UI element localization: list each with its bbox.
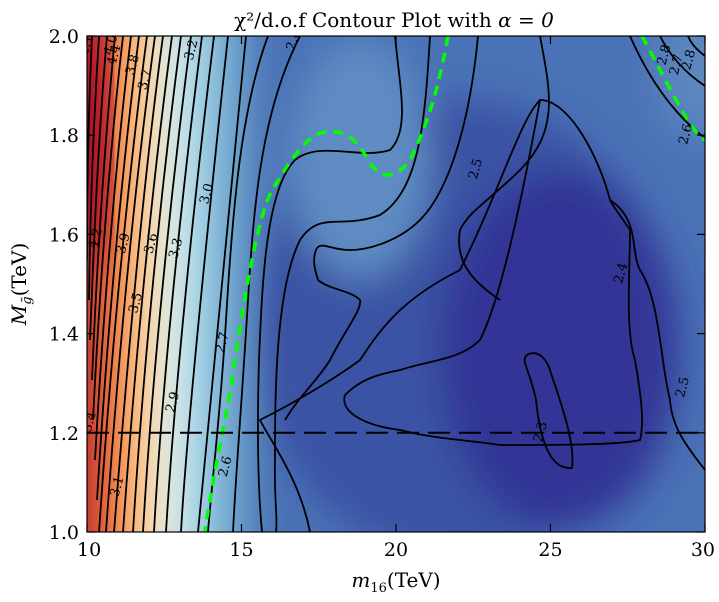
contour-line xyxy=(207,36,269,532)
contour-line xyxy=(105,36,156,532)
contour-line xyxy=(96,36,140,501)
contour-line-2-4 xyxy=(344,99,541,396)
contour-line xyxy=(197,36,247,532)
contour-label: 3.5 xyxy=(126,291,146,315)
contour-label: 2.3 xyxy=(531,420,551,444)
contour-line xyxy=(153,36,203,532)
heatmap-band-7 xyxy=(207,36,247,532)
contour-label: 2.5 xyxy=(466,157,486,181)
x-tick-label: 20 xyxy=(384,539,408,561)
contour-lines-middle xyxy=(232,36,550,532)
y-tick-label: 2.0 xyxy=(49,26,79,48)
y-tick-label: 1.4 xyxy=(49,324,79,346)
x-tick-label: 25 xyxy=(538,539,562,561)
chart-title-text: χ²/d.o.f Contour Plot with xyxy=(234,8,498,32)
contour-label: 2.8 xyxy=(284,28,304,52)
contour-line xyxy=(122,36,173,532)
contour-lines-low xyxy=(258,99,705,532)
chart-title-math: α = 0 xyxy=(498,8,554,32)
contour-label: 2.6 xyxy=(216,455,236,479)
heatmap-low-region-2 xyxy=(440,170,680,530)
contour-label: 3.8 xyxy=(123,53,143,77)
contour-line xyxy=(165,36,215,532)
contour-label: 3.6 xyxy=(142,231,162,255)
contour-label: 2.6 xyxy=(676,122,696,146)
contour-line xyxy=(88,36,100,301)
contour-label: 3.9 xyxy=(114,231,134,255)
heatmap-band-3 xyxy=(123,36,143,532)
contour-label: 3.3 xyxy=(166,236,186,260)
x-axis-label-unit: (TeV) xyxy=(387,568,441,592)
contour-line xyxy=(180,36,229,532)
contour-label: 2.7 xyxy=(213,331,233,355)
contour-line xyxy=(659,36,705,87)
contour-label: 2.5 xyxy=(673,375,693,399)
contour-line-2-3 xyxy=(523,352,574,469)
contour-label: 3.0 xyxy=(197,182,217,206)
y-tick-label: 1.0 xyxy=(49,522,79,544)
highlight-contour-corner xyxy=(640,36,705,142)
contour-line-2-5 xyxy=(258,99,705,532)
contour-line-2-4-lower xyxy=(343,199,643,446)
x-tick-label: 10 xyxy=(77,539,101,561)
heatmap-corner-region xyxy=(655,36,705,140)
y-axis-label-unit: (TeV) xyxy=(7,243,31,297)
contour-line xyxy=(98,36,148,532)
contour-label: 2.4 xyxy=(611,261,631,285)
contour-lines-left xyxy=(87,36,269,532)
contour-label: 3.2 xyxy=(182,38,202,62)
contour-line xyxy=(284,36,479,421)
y-tick-label: 1.6 xyxy=(49,224,79,246)
contour-line xyxy=(132,36,182,532)
highlight-contour xyxy=(203,36,450,532)
y-tick-label: 1.2 xyxy=(49,423,79,445)
contour-line xyxy=(273,36,431,532)
x-axis-label: m16(TeV) xyxy=(351,568,440,596)
x-tick-label: 30 xyxy=(691,539,715,561)
contour-label: 2.9 xyxy=(163,390,183,414)
plot-area: 4.1 4.04.43.83.7 3.2 2.8 4.2 3.9 3.6 3.3 3.0 3.5 2… xyxy=(77,28,705,532)
y-tick-label: 1.8 xyxy=(49,125,79,147)
contour-label: 4.4 xyxy=(105,43,125,67)
contour-line xyxy=(113,36,164,532)
chart-title: χ²/d.o.f Contour Plot with α = 0 xyxy=(234,8,554,32)
contour-line xyxy=(458,36,550,301)
contour-line xyxy=(232,36,301,532)
contour-line xyxy=(92,36,124,421)
contour-line xyxy=(94,36,132,461)
contour-label: 4.1 xyxy=(77,33,97,57)
contour-label: 4.0 xyxy=(102,33,122,57)
contour-label: 2.8 xyxy=(655,43,675,67)
x-axis-ticks: 10 15 20 25 30 xyxy=(77,36,715,561)
x-axis-label-var: m xyxy=(351,568,370,592)
y-axis-label-sub: g̃ xyxy=(20,296,35,304)
heatmap-band-0 xyxy=(87,36,90,532)
contour-line xyxy=(687,36,705,57)
contour-labels: 4.1 4.04.43.83.7 3.2 2.8 4.2 3.9 3.6 3.3 3.0 3.5 2… xyxy=(77,28,699,499)
contour-label: 3.1 xyxy=(108,475,128,499)
contour-label: 4.2 xyxy=(86,227,106,251)
x-axis-label-sub: 16 xyxy=(370,581,387,596)
contour-label: 2.8 xyxy=(679,48,699,72)
contour-label: 3.7 xyxy=(135,68,155,92)
contour-line xyxy=(142,36,192,532)
y-axis-ticks: 1.0 1.2 1.4 1.6 1.8 2.0 xyxy=(49,26,705,544)
y-axis-label-var: M xyxy=(7,304,31,326)
heatmap-mid-region xyxy=(290,40,430,280)
y-axis-label: Mg̃(TeV) xyxy=(7,243,35,326)
contour-line xyxy=(257,36,403,532)
contour-label: 2.7 xyxy=(667,53,687,77)
x-tick-label: 15 xyxy=(229,539,253,561)
contour-line xyxy=(89,36,108,341)
